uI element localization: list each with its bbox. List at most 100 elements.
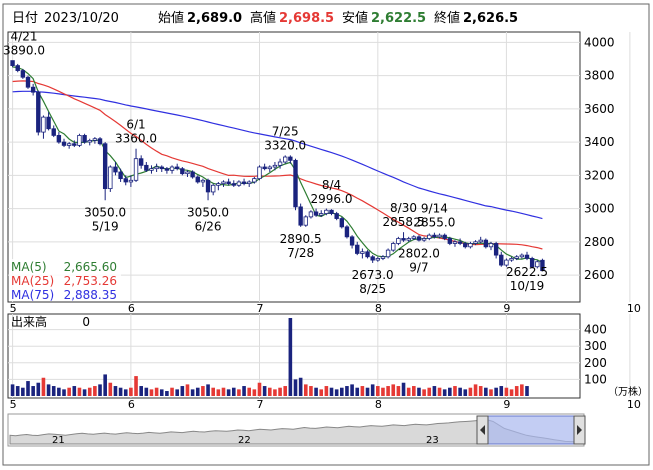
candle-body	[138, 158, 144, 166]
candle-body	[360, 251, 365, 254]
candle	[241, 178, 247, 186]
candle-body	[20, 70, 26, 78]
candle	[87, 138, 92, 146]
annotation-value: 3890.0	[3, 44, 45, 58]
volume-bar	[288, 318, 293, 396]
candle	[324, 208, 329, 216]
candle	[128, 175, 134, 187]
volume-bar	[113, 386, 118, 396]
candle	[411, 235, 417, 241]
candle	[149, 165, 154, 174]
annotation-date: 4/21	[11, 30, 38, 44]
volume-bar	[391, 384, 396, 396]
volume-tick-label: 100	[584, 372, 607, 386]
candle	[108, 165, 113, 192]
candle-body	[169, 166, 175, 171]
volume-bar	[257, 382, 262, 396]
volume-bar	[129, 387, 133, 396]
volume-bar	[82, 389, 87, 396]
candle-body	[519, 254, 525, 258]
volume-bar	[252, 389, 257, 396]
x-month-label: 8	[375, 398, 382, 411]
candle-body	[339, 218, 345, 228]
candle	[92, 137, 98, 144]
volume-bar	[211, 387, 215, 396]
candle	[303, 215, 308, 227]
candle-body	[437, 234, 442, 238]
candle	[185, 170, 190, 177]
navigator-right-handle[interactable]	[573, 415, 586, 445]
candle	[396, 236, 401, 246]
candle-body	[478, 239, 483, 243]
volume-bar	[283, 386, 288, 396]
ma75-label: MA(75)	[11, 288, 54, 302]
candle	[488, 241, 494, 251]
volume-bar	[324, 386, 329, 396]
candle-body	[226, 181, 231, 185]
candle-body	[72, 143, 77, 146]
candle-body	[380, 256, 386, 259]
navigator-selection[interactable]	[487, 415, 575, 445]
x-month-label: 6	[128, 302, 135, 315]
candle	[51, 125, 56, 138]
ma-legend: MA(5) 2,665.60 MA(25) 2,753.26 MA(75) 2,…	[9, 259, 121, 302]
candle-body	[303, 216, 308, 226]
candle-body	[41, 116, 46, 133]
annotation-date: 6/1	[126, 118, 145, 132]
candle	[257, 165, 262, 181]
volume-bar	[41, 377, 46, 396]
candle-body	[499, 254, 504, 266]
candle	[169, 165, 175, 174]
volume-label: 出来高	[11, 314, 47, 329]
candle	[499, 251, 504, 267]
candle-body	[355, 244, 360, 254]
candle-body	[298, 206, 303, 226]
volume-bar	[303, 384, 308, 396]
candle	[535, 260, 540, 269]
y-tick-label: 3200	[584, 168, 615, 182]
x-month-label: 6	[128, 398, 135, 411]
volume-bar	[123, 389, 128, 396]
candle	[113, 162, 118, 176]
y-tick-label: 3000	[584, 202, 615, 216]
candle	[154, 163, 159, 172]
candle	[355, 241, 360, 256]
candle-body	[334, 213, 339, 219]
candle-body	[391, 243, 396, 251]
candle-body	[231, 183, 236, 186]
volume-bar	[499, 386, 504, 396]
candle	[10, 60, 15, 68]
annotation-value: 2890.5	[280, 232, 322, 246]
volume-unit: （万株）	[608, 385, 648, 398]
candle	[180, 167, 185, 176]
candle	[540, 258, 545, 272]
candle	[159, 165, 164, 172]
volume-bar	[360, 386, 365, 396]
volume-bar	[190, 389, 195, 396]
annotation-date: 5/19	[92, 219, 119, 233]
ma75-value: 2,888.35	[64, 288, 117, 302]
candle-body	[61, 141, 67, 146]
annotation-date: 9/7	[409, 260, 428, 274]
candle	[468, 241, 473, 249]
candle	[293, 158, 298, 211]
volume-bar	[221, 387, 226, 396]
candle-body	[241, 181, 247, 185]
volume-bar	[21, 387, 25, 396]
navigator-left-handle[interactable]	[476, 415, 489, 445]
annotation-date: 6/26	[195, 219, 222, 233]
candle	[247, 180, 252, 187]
candle	[365, 250, 370, 259]
high-value: 2,698.5	[279, 11, 334, 26]
candle-body	[252, 178, 257, 183]
volume-bar	[57, 387, 61, 396]
candle-body	[288, 156, 293, 161]
candle-body	[329, 209, 334, 214]
volume-bar	[509, 389, 514, 396]
candle-body	[524, 254, 530, 259]
candle	[308, 210, 314, 219]
volume-bar	[448, 387, 452, 396]
volume-bar	[108, 382, 113, 396]
candle-body	[205, 179, 211, 193]
volume-bar	[31, 386, 35, 396]
